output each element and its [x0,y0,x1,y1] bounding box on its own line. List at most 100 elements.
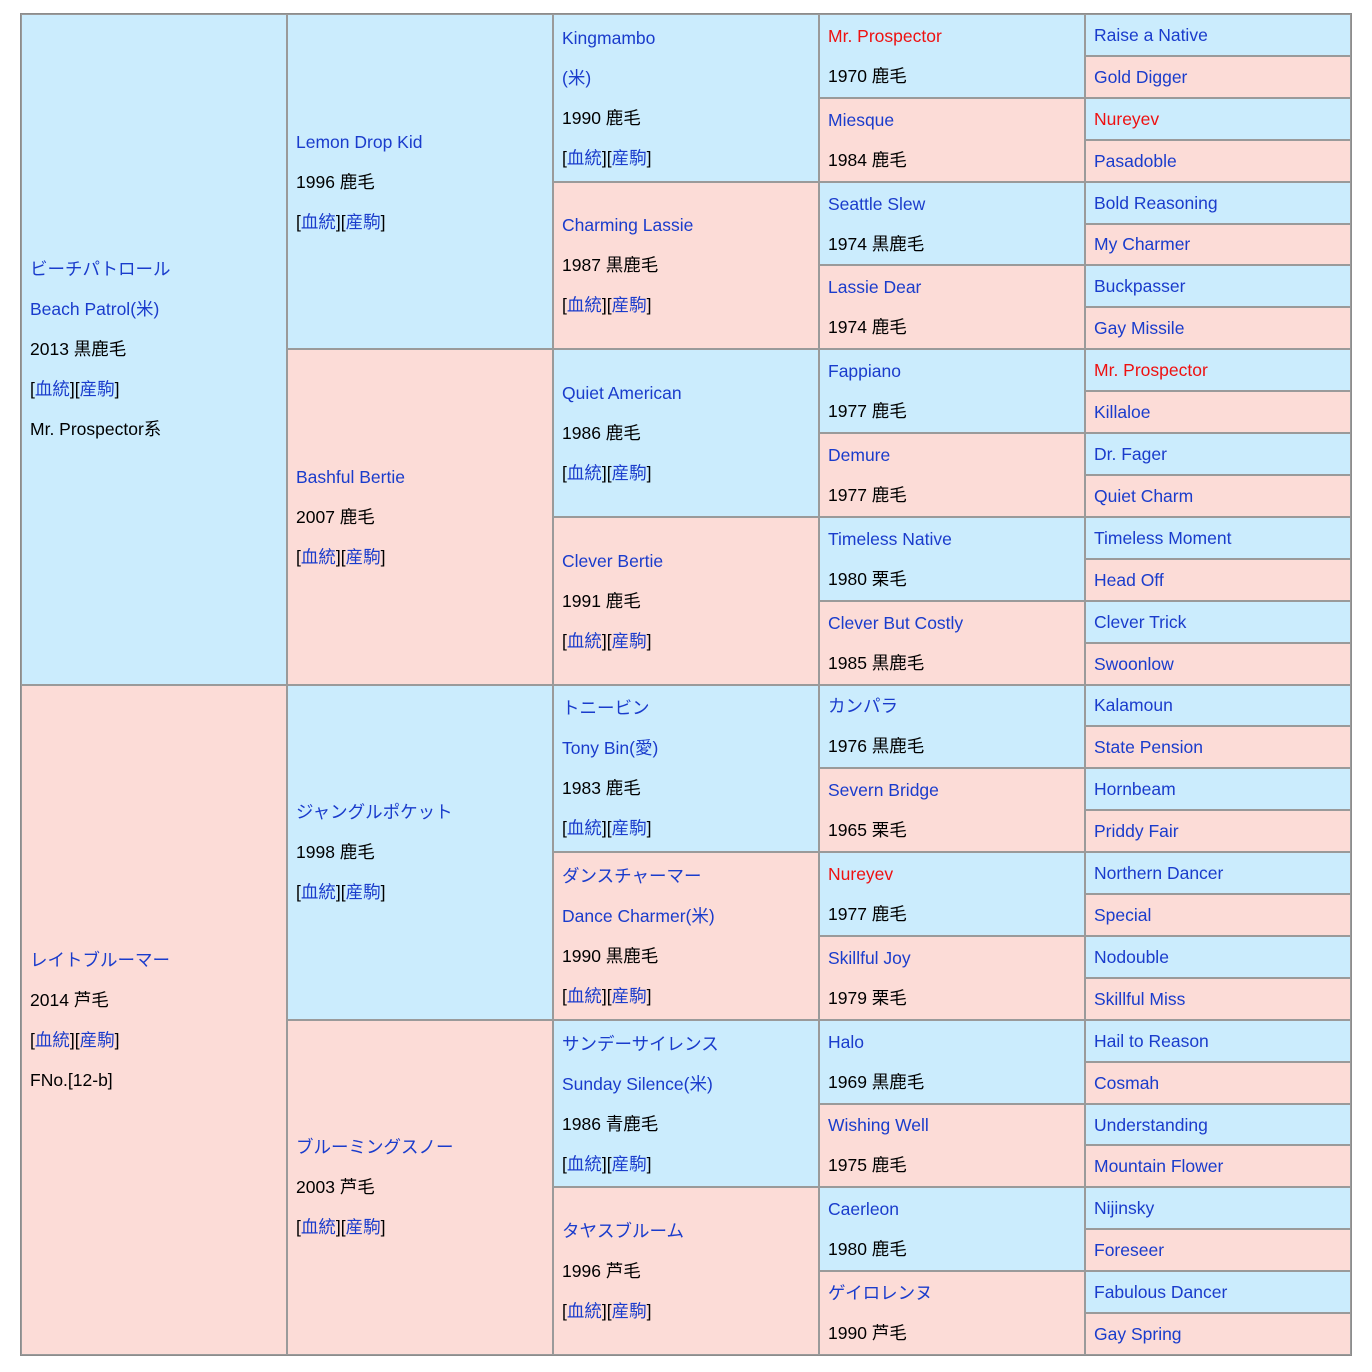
horse-name-link[interactable]: Skillful Miss [1094,988,1186,1009]
blood-link[interactable]: 血統 [300,1217,336,1238]
horse-name-link[interactable]: Northern Dancer [1094,863,1224,884]
horse-name-link[interactable]: Charming Lassie [562,215,694,236]
horse-name-link[interactable]: Skillful Joy [828,947,911,968]
offspring-link[interactable]: 産駒 [611,818,647,839]
horse-name-link[interactable]: Raise a Native [1094,24,1208,45]
horse-year-coat: 1991 鹿毛 [562,590,641,611]
horse-name-link[interactable]: Tony Bin(愛) [562,738,659,759]
blood-link[interactable]: 血統 [566,630,602,651]
offspring-link[interactable]: 産駒 [345,1217,381,1238]
horse-name-link[interactable]: Dance Charmer(米) [562,905,715,926]
horse-name-link[interactable]: Bold Reasoning [1094,192,1218,213]
horse-year-coat: 1986 鹿毛 [562,423,641,444]
horse-name-link[interactable]: ジャングルポケット [296,802,453,823]
blood-link[interactable]: 血統 [566,463,602,484]
horse-name-link[interactable]: Severn Bridge [828,780,939,801]
offspring-link[interactable]: 産駒 [611,147,647,168]
offspring-link[interactable]: 産駒 [611,630,647,651]
horse-name-link[interactable]: ビーチパトロール [30,259,171,280]
duplicated-ancestor-name: Nureyev [1094,108,1160,129]
horse-name-link[interactable]: Wishing Well [828,1115,929,1136]
horse-name-link[interactable]: My Charmer [1094,234,1191,255]
horse-name-link[interactable]: Demure [828,444,891,465]
blood-link[interactable]: 血統 [566,147,602,168]
horse-name-link[interactable]: Foreseer [1094,1240,1165,1261]
blood-link[interactable]: 血統 [566,295,602,316]
offspring-link[interactable]: 産駒 [79,1029,115,1050]
horse-name-link[interactable]: Head Off [1094,569,1164,590]
horse-name-link[interactable]: Killaloe [1094,402,1151,423]
horse-name-link[interactable]: ゲイロレンヌ [828,1283,933,1304]
horse-name-link[interactable]: Halo [828,1031,864,1052]
horse-name-link[interactable]: Clever Trick [1094,611,1187,632]
horse-name-link[interactable]: Timeless Moment [1094,527,1232,548]
horse-name-link[interactable]: Beach Patrol(米) [30,299,160,320]
offspring-link[interactable]: 産駒 [79,379,115,400]
blood-link[interactable]: 血統 [34,379,70,400]
horse-name-link[interactable]: Clever Bertie [562,550,664,571]
blood-link[interactable]: 血統 [566,1301,602,1322]
horse-name-link[interactable]: Fabulous Dancer [1094,1282,1228,1303]
horse-name-link[interactable]: Priddy Fair [1094,821,1179,842]
offspring-link[interactable]: 産駒 [611,295,647,316]
horse-name-link[interactable]: Buckpasser [1094,276,1186,297]
horse-name-link[interactable]: Swoonlow [1094,653,1174,674]
horse-name-link[interactable]: Hornbeam [1094,779,1176,800]
horse-name-link[interactable]: Mountain Flower [1094,1156,1224,1177]
duplicated-ancestor-name: Mr. Prospector [828,25,942,46]
offspring-link[interactable]: 産駒 [345,882,381,903]
blood-link[interactable]: 血統 [300,882,336,903]
horse-name-link[interactable]: タヤスブルーム [562,1221,684,1242]
horse-name-link[interactable]: Special [1094,904,1152,925]
blood-link[interactable]: 血統 [566,1153,602,1174]
blood-link[interactable]: 血統 [300,546,336,567]
horse-name-link[interactable]: Fappiano [828,361,901,382]
horse-name-link[interactable]: ブルーミングスノー [296,1137,454,1158]
offspring-link[interactable]: 産駒 [611,463,647,484]
horse-name-link[interactable]: レイトブルーマー [30,949,170,970]
horse-name-link[interactable]: Lemon Drop Kid [296,131,423,152]
horse-name-link[interactable]: Gold Digger [1094,66,1188,87]
pedigree-links-row: [血統][産駒] [30,1029,120,1050]
horse-name-link[interactable]: Hail to Reason [1094,1030,1209,1051]
horse-name-link[interactable]: Bashful Bertie [296,466,405,487]
horse-name-link[interactable]: Understanding [1094,1114,1208,1135]
offspring-link[interactable]: 産駒 [611,1301,647,1322]
pedigree-links-row: [血統][産駒] [562,630,652,651]
pedigree-cell: Quiet American 1986 鹿毛 [血統][産駒] [553,349,819,517]
horse-name-link[interactable]: Timeless Native [828,528,952,549]
horse-name-link[interactable]: Dr. Fager [1094,444,1167,465]
horse-name-link[interactable]: サンデーサイレンス [562,1033,719,1054]
horse-name-link[interactable]: Kingmambo [562,27,656,48]
horse-name-link[interactable]: Gay Spring [1094,1324,1182,1345]
horse-name-link[interactable]: Gay Missile [1094,318,1185,339]
horse-name-link[interactable]: Lassie Dear [828,277,922,298]
horse-name-link[interactable]: (米) [562,67,592,88]
horse-name-link[interactable]: Nijinsky [1094,1198,1155,1219]
horse-name-link[interactable]: Seattle Slew [828,193,926,214]
horse-name-link[interactable]: State Pension [1094,737,1203,758]
horse-name-link[interactable]: Cosmah [1094,1072,1160,1093]
horse-name-link[interactable]: Caerleon [828,1199,900,1220]
horse-name-link[interactable]: Clever But Costly [828,612,964,633]
offspring-link[interactable]: 産駒 [345,546,381,567]
horse-name-link[interactable]: Quiet American [562,383,682,404]
horse-name-link[interactable]: Pasadoble [1094,150,1177,171]
horse-name-link[interactable]: Miesque [828,109,895,130]
blood-link[interactable]: 血統 [566,985,602,1006]
horse-name-link[interactable]: トニービン [562,698,650,719]
blood-link[interactable]: 血統 [566,818,602,839]
blood-link[interactable]: 血統 [34,1029,70,1050]
offspring-link[interactable]: 産駒 [611,985,647,1006]
blood-link[interactable]: 血統 [300,211,336,232]
offspring-link[interactable]: 産駒 [611,1153,647,1174]
offspring-link[interactable]: 産駒 [345,211,381,232]
pedigree-cell: Foreseer [1085,1229,1351,1272]
horse-year-coat: 1998 鹿毛 [296,842,375,863]
horse-name-link[interactable]: Kalamoun [1094,695,1173,716]
horse-name-link[interactable]: カンパラ [828,696,898,717]
horse-name-link[interactable]: Sunday Silence(米) [562,1073,713,1094]
horse-name-link[interactable]: ダンスチャーマー [562,865,702,886]
horse-name-link[interactable]: Quiet Charm [1094,485,1194,506]
horse-name-link[interactable]: Nodouble [1094,946,1169,967]
